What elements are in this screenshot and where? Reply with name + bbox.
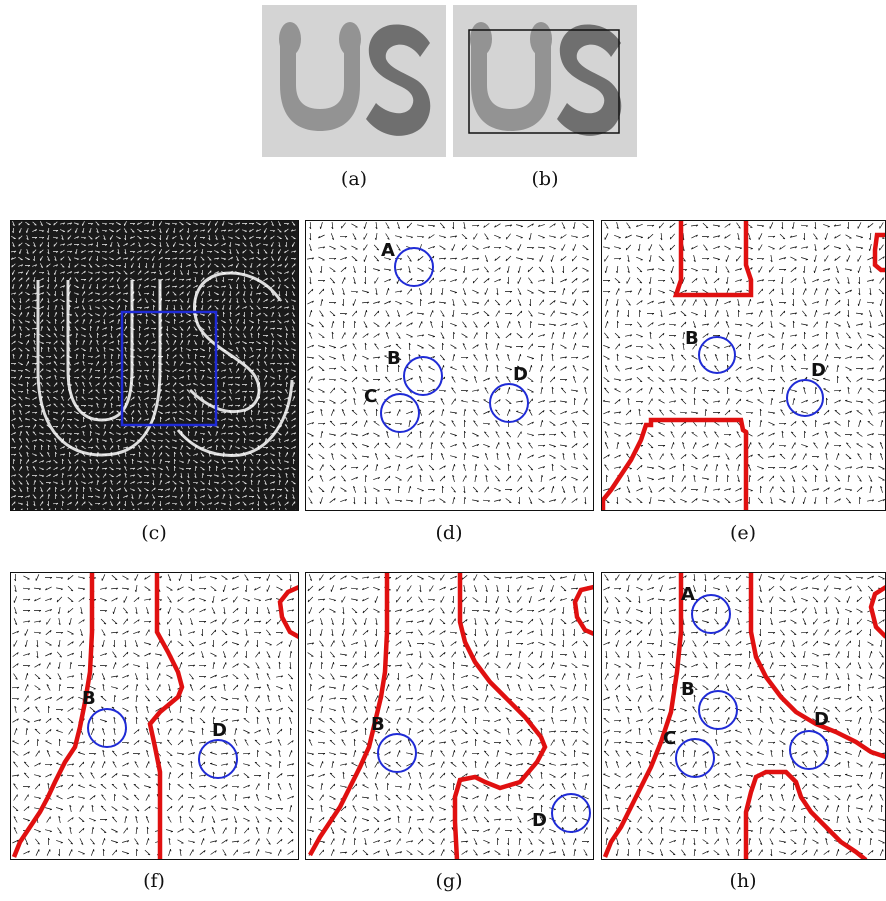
panel-h-vector-field: A B C D bbox=[601, 572, 886, 860]
marker-label-b: B bbox=[681, 679, 695, 700]
panel-e-vector-field: B D bbox=[601, 220, 886, 511]
caption-a: (a) bbox=[340, 168, 368, 190]
roi-box bbox=[120, 310, 218, 427]
marker-circle-c bbox=[675, 738, 715, 778]
marker-circle-d bbox=[786, 379, 824, 417]
marker-circle-d bbox=[198, 739, 238, 779]
caption-f: (f) bbox=[143, 870, 165, 892]
marker-label-a: A bbox=[681, 584, 695, 605]
marker-circles bbox=[377, 733, 591, 833]
shape-outline bbox=[36, 271, 294, 457]
region-contours bbox=[602, 572, 886, 860]
marker-circle-d bbox=[551, 793, 591, 833]
marker-circles bbox=[698, 336, 824, 417]
vector-field-arrows bbox=[306, 221, 590, 505]
region-contours bbox=[308, 572, 594, 860]
marker-circle-b bbox=[403, 356, 443, 396]
marker-label-d: D bbox=[532, 810, 547, 831]
panel-b-image bbox=[453, 5, 637, 157]
marker-circles bbox=[675, 594, 829, 778]
roi-box bbox=[468, 29, 620, 134]
shape-u bbox=[279, 22, 361, 131]
vector-field-arrows bbox=[306, 574, 590, 857]
marker-circle-b bbox=[377, 733, 417, 773]
marker-label-a: A bbox=[381, 240, 395, 261]
marker-label-b: B bbox=[685, 328, 699, 349]
caption-e: (e) bbox=[729, 522, 757, 544]
caption-h: (h) bbox=[729, 870, 757, 892]
marker-circle-b bbox=[698, 336, 736, 374]
vector-field-path bbox=[602, 573, 886, 857]
marker-circle-c bbox=[380, 393, 420, 433]
vector-field-arrows bbox=[602, 573, 886, 857]
vector-field-path bbox=[11, 573, 295, 857]
panel-d-vector-field: A B C D bbox=[305, 220, 594, 511]
vector-field-arrows bbox=[602, 221, 886, 505]
marker-circle-d bbox=[489, 383, 529, 423]
caption-d: (d) bbox=[435, 522, 463, 544]
panel-f-vector-field: B D bbox=[10, 572, 299, 860]
marker-label-d: D bbox=[811, 360, 826, 381]
caption-c: (c) bbox=[141, 522, 167, 544]
marker-circles bbox=[87, 708, 238, 779]
marker-label-d: D bbox=[513, 364, 528, 385]
marker-circle-a bbox=[394, 247, 434, 287]
marker-label-b: B bbox=[387, 348, 401, 369]
caption-g: (g) bbox=[435, 870, 463, 892]
vector-field-arrows bbox=[11, 573, 295, 857]
marker-circle-a bbox=[691, 594, 731, 634]
shape-s bbox=[366, 24, 431, 136]
vector-field-path bbox=[306, 221, 590, 505]
marker-circle-b bbox=[87, 708, 127, 748]
vector-field-path bbox=[602, 221, 886, 505]
vector-field-arrows bbox=[10, 220, 297, 511]
panel-a-image bbox=[262, 5, 446, 157]
marker-label-b: B bbox=[82, 688, 96, 709]
marker-label-c: C bbox=[663, 728, 676, 749]
caption-b: (b) bbox=[531, 168, 559, 190]
marker-label-c: C bbox=[364, 386, 377, 407]
marker-circle-b bbox=[698, 690, 738, 730]
region-contours bbox=[601, 220, 886, 511]
marker-label-b: B bbox=[371, 714, 385, 735]
shape-s bbox=[557, 24, 622, 136]
region-contours bbox=[11, 572, 299, 860]
vector-field-path bbox=[10, 220, 297, 511]
marker-circle-d bbox=[789, 730, 829, 770]
vector-field-path bbox=[306, 574, 590, 857]
marker-label-d: D bbox=[814, 709, 829, 730]
panel-c-vector-field bbox=[10, 220, 299, 511]
marker-label-d: D bbox=[212, 720, 227, 741]
marker-circles bbox=[380, 247, 529, 433]
panel-g-vector-field: B D bbox=[305, 572, 594, 860]
